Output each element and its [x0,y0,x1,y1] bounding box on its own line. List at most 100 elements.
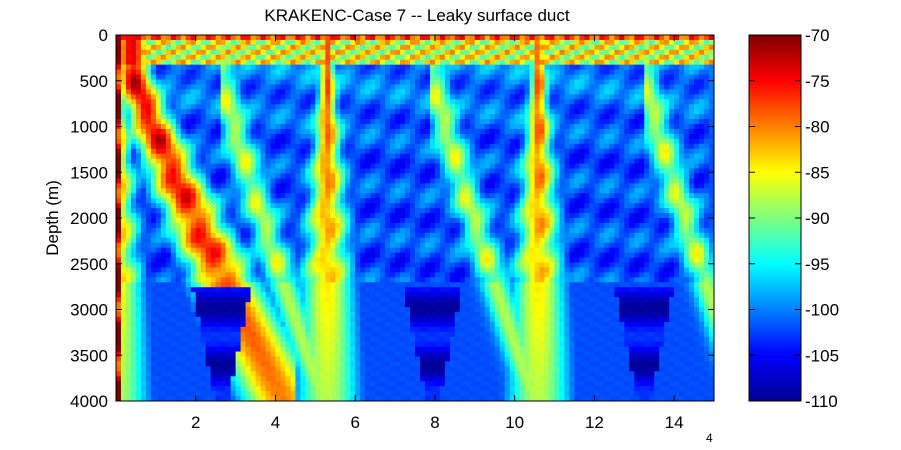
field-cell [310,208,316,214]
field-cell [639,44,645,51]
field-cell [434,35,441,41]
field-cell [400,218,406,224]
field-cell [424,193,431,199]
field-cell [410,39,416,46]
field-cell [220,39,227,46]
field-cell [250,128,257,135]
field-cell [494,158,501,165]
field-cell [165,178,172,184]
field-cell [524,163,531,170]
field-cell [365,69,371,76]
field-cell [589,168,595,175]
field-cell [574,89,581,95]
field-cell [684,232,690,239]
field-cell [534,153,541,160]
field-cell [180,114,187,120]
field-cell [514,119,521,125]
field-cell [609,39,615,46]
field-cell [594,218,600,224]
field-cell [405,128,411,135]
field-cell [180,232,187,239]
field-cell [335,114,341,120]
field-cell [335,104,341,110]
field-cell [434,104,441,110]
field-cell [260,39,267,46]
field-cell [285,183,292,189]
field-cell [564,124,571,130]
field-cell [195,158,202,165]
field-cell [250,163,257,170]
field-cell [345,153,351,160]
field-cell [245,193,252,199]
field-cell [340,168,346,175]
field-cell [195,94,202,100]
field-cell [539,143,546,150]
field-cell [564,54,571,61]
field-cell [255,109,262,115]
field-cell [315,178,321,184]
field-cell [155,39,162,46]
field-cell [594,94,600,100]
field-cell [569,168,576,175]
field-cell [704,104,710,110]
field-cell [484,114,491,120]
field-cell [444,173,451,180]
field-cell [519,138,526,145]
field-cell [559,133,566,140]
field-cell [549,148,556,155]
field-cell [514,44,521,51]
field-cell [290,84,296,91]
field-image [116,35,714,401]
field-cell [469,133,476,140]
field-cell [165,143,172,150]
field-cell [175,143,182,150]
field-cell [629,124,635,130]
field-cell [709,183,714,189]
field-cell [504,143,511,150]
field-cell [380,163,386,170]
field-cell [519,44,526,51]
field-cell [429,227,436,234]
field-cell [704,133,710,140]
field-cell [584,99,591,105]
field-cell [165,213,172,219]
field-cell [579,133,586,140]
field-cell [479,193,486,199]
field-cell [574,208,581,214]
field-cell [150,213,157,219]
field-cell [155,222,162,229]
field-cell [370,44,376,51]
field-cell [140,168,147,175]
field-cell [245,64,252,71]
field-cell [484,49,491,56]
field-cell [684,104,690,110]
field-cell [579,163,586,170]
field-cell [120,198,127,204]
field-cell [175,114,182,120]
field-cell [624,188,630,194]
field-cell [529,208,536,214]
field-cell [385,153,391,160]
field-cell [355,79,361,86]
field-cell [459,218,466,224]
field-cell [649,84,655,91]
field-cell [390,69,396,76]
field-cell [390,227,396,234]
field-cell [449,227,456,234]
field-cell [514,94,521,100]
field-cell [469,188,476,194]
field-cell [664,74,670,81]
field-cell [116,208,122,214]
field-cell [350,49,356,56]
field-cell [390,64,396,71]
chart-title: KRAKENC-Case 7 -- Leaky surface duct [264,6,569,25]
field-cell [459,69,466,76]
field-cell [524,218,531,224]
field-cell [489,133,496,140]
field-cell [240,143,247,150]
field-cell [395,218,401,224]
field-cell [135,54,142,61]
field-cell [390,178,396,184]
field-cell [230,227,237,234]
field-cell [604,193,610,199]
